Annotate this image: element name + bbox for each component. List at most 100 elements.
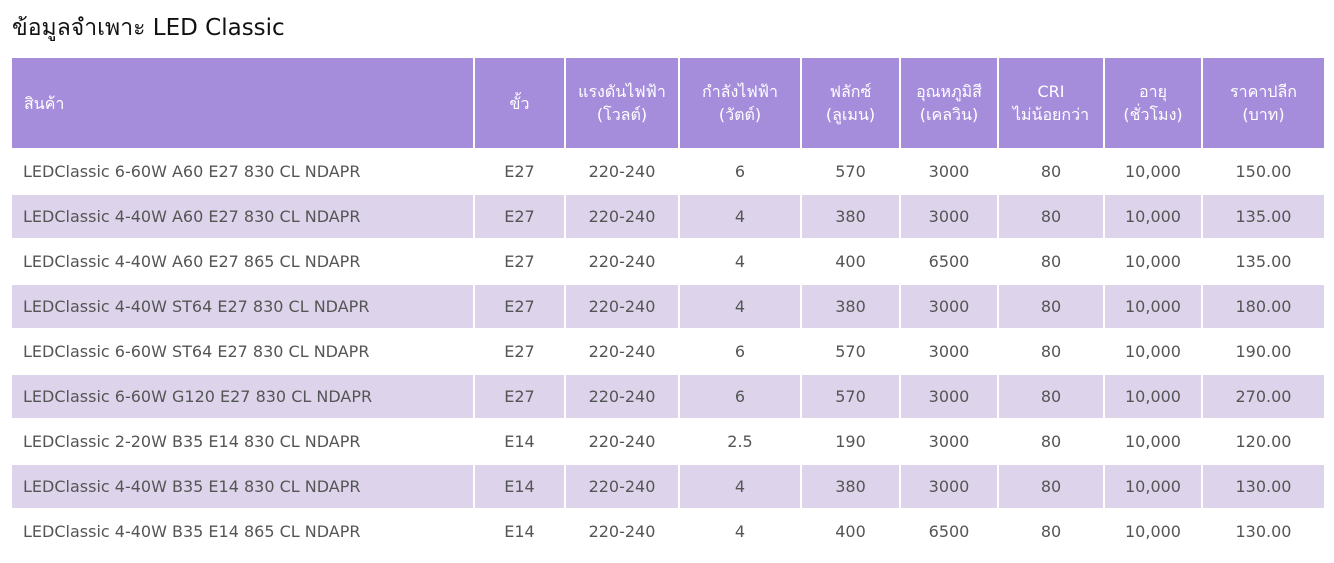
header-line: ไม่น้อยกว่า [1012, 105, 1090, 124]
table-cell: 270.00 [1201, 373, 1324, 419]
table-cell: 3000 [899, 328, 998, 374]
table-cell: 80 [997, 148, 1104, 194]
column-header: ฟลักซ์ (ลูเมน) [800, 58, 900, 149]
table-cell: 570 [800, 148, 900, 194]
table-cell: E14 [473, 418, 565, 464]
table-cell: 80 [997, 508, 1104, 553]
table-cell: 380 [800, 283, 900, 329]
table-cell: 4 [678, 238, 801, 284]
table-cell: E14 [473, 463, 565, 509]
table-cell: 135.00 [1201, 238, 1324, 284]
table-cell: 220-240 [564, 148, 679, 194]
header-line: (โวลต์) [596, 105, 648, 124]
table-cell: 10,000 [1103, 283, 1202, 329]
table-cell: 220-240 [564, 373, 679, 419]
header-line: (บาท) [1242, 105, 1285, 124]
table-cell: 220-240 [564, 328, 679, 374]
table-cell: LEDClassic 4-40W A60 E27 865 CL NDAPR [12, 238, 474, 284]
table-cell: 10,000 [1103, 148, 1202, 194]
spec-table: สินค้า ขั้ว แรงดันไฟฟ้า (โวลต์) กำลังไฟฟ้า (ว… [12, 58, 1324, 553]
table-cell: 80 [997, 193, 1104, 239]
table-cell: LEDClassic 4-40W ST64 E27 830 CL NDAPR [12, 283, 474, 329]
table-cell: 6500 [899, 508, 998, 553]
table-cell: LEDClassic 6-60W ST64 E27 830 CL NDAPR [12, 328, 474, 374]
table-cell: 3000 [899, 193, 998, 239]
table-cell: 3000 [899, 283, 998, 329]
table-cell: LEDClassic 6-60W A60 E27 830 CL NDAPR [12, 148, 474, 194]
table-cell: 3000 [899, 463, 998, 509]
table-cell: 6 [678, 148, 801, 194]
header-row: สินค้า ขั้ว แรงดันไฟฟ้า (โวลต์) กำลังไฟฟ้า (ว… [12, 58, 1324, 149]
table-cell: 80 [997, 238, 1104, 284]
table-cell: 120.00 [1201, 418, 1324, 464]
table-cell: 10,000 [1103, 463, 1202, 509]
header-line: อายุ [1139, 82, 1167, 101]
table-row: LEDClassic 4-40W ST64 E27 830 CL NDAPR E2… [12, 283, 1324, 329]
table-cell: 380 [800, 463, 900, 509]
table-cell: 80 [997, 463, 1104, 509]
table-cell: E27 [473, 328, 565, 374]
table-cell: 220-240 [564, 418, 679, 464]
table-cell: 10,000 [1103, 373, 1202, 419]
table-row: LEDClassic 6-60W A60 E27 830 CL NDAPR E27… [12, 148, 1324, 194]
table-cell: 380 [800, 193, 900, 239]
table-cell: 80 [997, 373, 1104, 419]
table-cell: 220-240 [564, 283, 679, 329]
table-cell: E27 [473, 148, 565, 194]
table-cell: 80 [997, 283, 1104, 329]
table-cell: 6 [678, 373, 801, 419]
page-title: ข้อมูลจำเพาะ LED Classic [12, 15, 285, 41]
table-row: LEDClassic 4-40W A60 E27 865 CL NDAPR E27… [12, 238, 1324, 284]
table-cell: 220-240 [564, 193, 679, 239]
table-cell: LEDClassic 2-20W B35 E14 830 CL NDAPR [12, 418, 474, 464]
column-header: อายุ (ชั่วโมง) [1103, 58, 1202, 149]
table-cell: E27 [473, 283, 565, 329]
column-header: กำลังไฟฟ้า (วัตต์) [678, 58, 801, 149]
table-cell: LEDClassic 4-40W B35 E14 865 CL NDAPR [12, 508, 474, 553]
table-cell: 220-240 [564, 508, 679, 553]
table-row: LEDClassic 2-20W B35 E14 830 CL NDAPR E14… [12, 418, 1324, 464]
table-cell: 10,000 [1103, 508, 1202, 553]
table-cell: 220-240 [564, 238, 679, 284]
table-row: LEDClassic 4-40W A60 E27 830 CL NDAPR E27… [12, 193, 1324, 239]
column-header: CRI ไม่น้อยกว่า [997, 58, 1104, 149]
header-line: แรงดันไฟฟ้า [578, 82, 666, 101]
table-cell: 6500 [899, 238, 998, 284]
table-row: LEDClassic 4-40W B35 E14 865 CL NDAPR E14… [12, 508, 1324, 553]
header-line: อุณหภูมิสี [916, 82, 982, 101]
table-cell: 570 [800, 373, 900, 419]
table-cell: 2.5 [678, 418, 801, 464]
table-cell: 10,000 [1103, 328, 1202, 374]
table-row: LEDClassic 4-40W B35 E14 830 CL NDAPR E14… [12, 463, 1324, 509]
table-cell: 3000 [899, 373, 998, 419]
table-cell: 4 [678, 508, 801, 553]
table-cell: 80 [997, 328, 1104, 374]
column-header: ราคาปลีก (บาท) [1201, 58, 1324, 149]
table-cell: 150.00 [1201, 148, 1324, 194]
header-line: สินค้า [24, 93, 65, 113]
table-body: LEDClassic 6-60W A60 E27 830 CL NDAPR E27… [12, 148, 1324, 553]
table-cell: 570 [800, 328, 900, 374]
table-cell: 10,000 [1103, 238, 1202, 284]
table-cell: E27 [473, 238, 565, 284]
table-cell: 190.00 [1201, 328, 1324, 374]
table-cell: 10,000 [1103, 193, 1202, 239]
table-cell: 3000 [899, 148, 998, 194]
table-cell: LEDClassic 4-40W A60 E27 830 CL NDAPR [12, 193, 474, 239]
header-line: ราคาปลีก [1230, 82, 1297, 101]
table-cell: 135.00 [1201, 193, 1324, 239]
header-line: (วัตต์) [718, 105, 762, 124]
table-cell: E27 [473, 193, 565, 239]
table-cell: E14 [473, 508, 565, 553]
table-row: LEDClassic 6-60W ST64 E27 830 CL NDAPR E2… [12, 328, 1324, 374]
header-line: CRI [1037, 82, 1065, 101]
column-header: สินค้า [12, 58, 474, 149]
table-cell: 190 [800, 418, 900, 464]
table-cell: 6 [678, 328, 801, 374]
table-cell: 4 [678, 283, 801, 329]
table-cell: 10,000 [1103, 418, 1202, 464]
table-cell: 220-240 [564, 463, 679, 509]
header-line: ฟลักซ์ [829, 82, 872, 101]
header-line: ขั้ว [509, 93, 530, 113]
